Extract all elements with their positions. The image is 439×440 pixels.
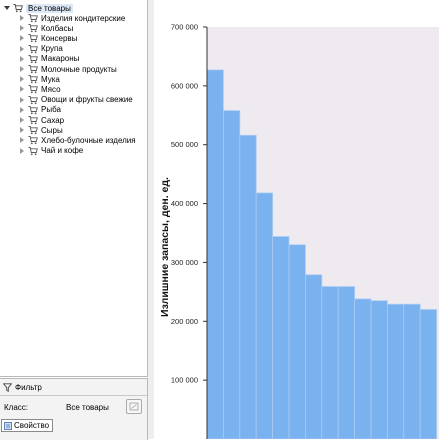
tree-item[interactable]: Овощи и фрукты свежие	[17, 95, 133, 105]
y-tick-label: 100 000	[171, 376, 198, 385]
class-value: Все товары	[66, 403, 109, 412]
tree-item[interactable]: Мясо	[17, 84, 61, 94]
tree-item-label: Консервы	[41, 33, 78, 43]
property-tab-label: Свойство	[14, 421, 50, 430]
shopping-cart-icon	[28, 115, 38, 125]
expand-arrow-icon[interactable]	[17, 44, 26, 54]
tree-item-label: Крупа	[41, 44, 63, 54]
picker-icon	[129, 402, 139, 411]
expand-arrow-icon[interactable]	[17, 13, 26, 23]
y-tick-label: 300 000	[171, 258, 198, 267]
y-tick-label: 200 000	[171, 317, 198, 326]
shopping-cart-icon	[28, 95, 38, 105]
tree-item[interactable]: Чай и кофе	[17, 146, 83, 156]
tree-item[interactable]: Макароны	[17, 54, 79, 64]
expand-arrow-icon[interactable]	[17, 33, 26, 43]
tree-item[interactable]: Мука	[17, 74, 60, 84]
tree-item-label: Хлебо-булочные изделия	[41, 135, 136, 145]
expand-arrow-icon[interactable]	[17, 64, 26, 74]
expand-arrow-icon[interactable]	[17, 105, 26, 115]
tree-item-label: Мука	[41, 74, 60, 84]
tree-item-label: Овощи и фрукты свежие	[41, 95, 133, 105]
chart-bar	[386, 303, 405, 439]
tree-item[interactable]: Рыба	[17, 105, 61, 115]
tree-item-label: Колбасы	[41, 23, 74, 33]
tree-item[interactable]: Крупа	[17, 44, 63, 54]
shopping-cart-icon	[28, 146, 38, 156]
chart-bar	[403, 303, 421, 439]
y-tick-label: 400 000	[171, 199, 198, 208]
excess-stock-chart: 100 000 200 000 300 000 400 000 500 000 600 0…	[155, 0, 439, 439]
y-axis-title: Излишние запасы, ден. ед.	[159, 177, 171, 317]
chart-bar	[255, 192, 273, 439]
shopping-cart-icon	[28, 23, 38, 33]
chart-bar	[206, 69, 224, 439]
shopping-cart-icon	[28, 74, 38, 84]
chart-bar	[304, 274, 323, 439]
product-tree-panel: Все товары Изделия кондитерские Колбасы Ко…	[0, 0, 148, 377]
expand-arrow-icon[interactable]	[17, 146, 26, 156]
chart-bar	[288, 244, 306, 439]
shopping-cart-icon	[28, 54, 38, 64]
property-icon	[4, 421, 12, 430]
chart-bar	[370, 300, 388, 439]
filter-panel: Фильтр Класс: Все товары Свойство	[0, 378, 148, 440]
expand-arrow-icon[interactable]	[17, 54, 26, 64]
property-tab[interactable]: Свойство	[1, 419, 54, 432]
expand-arrow-icon[interactable]	[17, 125, 26, 135]
filter-divider	[0, 395, 147, 396]
y-tick-label: 600 000	[171, 81, 198, 90]
filter-header[interactable]: Фильтр	[2, 383, 42, 393]
expand-arrow-icon[interactable]	[2, 3, 11, 13]
expand-arrow-icon[interactable]	[17, 84, 26, 94]
tree-item[interactable]: Хлебо-булочные изделия	[17, 135, 136, 145]
shopping-cart-icon	[28, 84, 38, 94]
tree-item[interactable]: Колбасы	[17, 23, 73, 33]
chart-bar	[272, 236, 290, 439]
expand-arrow-icon[interactable]	[17, 115, 26, 125]
chart-bar	[321, 286, 339, 439]
class-picker-button[interactable]	[126, 399, 142, 414]
tree-item[interactable]: Сахар	[17, 115, 64, 125]
tree-item-label: Макароны	[41, 54, 80, 64]
tree-item[interactable]: Сыры	[17, 125, 63, 135]
tree-item-label: Сыры	[41, 125, 63, 135]
y-tick-label: 700 000	[171, 23, 198, 32]
tree-item[interactable]: Изделия кондитерские	[17, 13, 125, 23]
expand-arrow-icon[interactable]	[17, 23, 26, 33]
shopping-cart-icon	[28, 13, 38, 23]
tree-item[interactable]: Молочные продукты	[17, 64, 117, 74]
chart-bar	[239, 134, 257, 439]
chart-bar	[419, 309, 438, 439]
chart-bar	[354, 298, 372, 439]
shopping-cart-icon	[28, 125, 38, 135]
tree-item-label: Сахар	[41, 115, 65, 125]
tree-item[interactable]: Консервы	[17, 33, 77, 43]
tree-root-label: Все товары	[26, 3, 73, 13]
chart-bar	[223, 110, 241, 439]
shopping-cart-icon	[28, 44, 38, 54]
shopping-cart-icon	[28, 105, 38, 115]
shopping-cart-icon	[28, 33, 38, 43]
y-tick-label: 500 000	[171, 140, 198, 149]
chart-bar	[337, 286, 355, 439]
expand-arrow-icon[interactable]	[17, 74, 26, 84]
tree-item-label: Чай и кофе	[41, 146, 84, 156]
tree-item-label: Изделия кондитерские	[41, 13, 126, 23]
tree-item-label: Мясо	[41, 84, 61, 94]
filter-title: Фильтр	[15, 383, 42, 392]
shopping-cart-icon	[28, 135, 38, 145]
shopping-cart-icon	[28, 64, 38, 74]
class-label: Класс:	[4, 403, 28, 412]
shopping-cart-icon	[13, 3, 23, 13]
expand-arrow-icon[interactable]	[17, 135, 26, 145]
tree-root-node[interactable]: Все товары	[2, 3, 73, 13]
tree-item-label: Рыба	[41, 105, 61, 115]
tree-item-label: Молочные продукты	[41, 64, 117, 74]
chart-canvas: 100 000 200 000 300 000 400 000 500 000 600 0…	[159, 23, 439, 439]
expand-arrow-icon[interactable]	[17, 95, 26, 105]
panel-splitter[interactable]	[148, 0, 154, 439]
funnel-icon	[2, 383, 13, 393]
